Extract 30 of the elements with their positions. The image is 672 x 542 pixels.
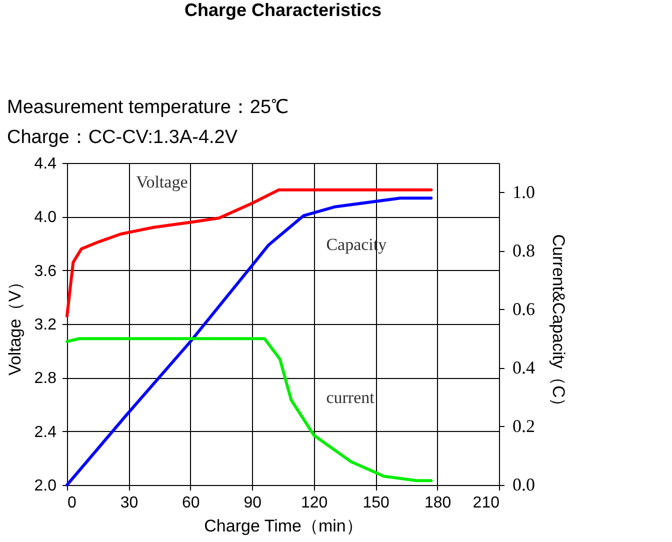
annotation: Voltage [136,172,188,192]
y-tick-label: 3.2 [34,316,57,334]
y2-tick-label: 1.0 [512,182,535,202]
y-tick-label: 2.0 [34,478,57,494]
y-tick-label: 2.8 [34,370,57,388]
y-tick-label: 4.4 [34,156,57,172]
x-tick-label: 90 [244,494,262,512]
x-tick-label: 150 [362,494,390,512]
x-tick-label: 180 [424,494,452,512]
chart-subtitle: Measurement temperature：25℃ Charge：CC-CV:1.3A-4.2V [7,97,290,148]
annotation: current [326,388,375,408]
y2-tick-label: 0.2 [512,416,535,436]
x-tick-label: 120 [301,494,328,512]
x-tick-label: 60 [182,494,200,512]
y-axis-title: Voltage（V） [5,273,24,376]
y2-tick-label: 0.6 [512,298,535,319]
x-axis-title: Charge Time（min） [204,516,363,536]
y2-tick-label: 0.0 [512,474,535,494]
y-tick-label: 4.0 [34,209,57,226]
x-tick-label: 30 [120,494,138,512]
x-tick-label: 210 [472,494,500,512]
chart-title: Charge Characteristics [184,0,382,20]
x-tick-label: 0 [68,494,76,512]
y2-tick-label: 0.8 [512,240,535,260]
y-tick-label: 2.4 [34,424,57,441]
line-series [66,196,433,486]
y2-axis-title: Current&Capacity（C） [549,234,568,415]
y2-tick-label: 0.4 [512,357,535,378]
line-series [66,337,433,482]
y-tick-label: 3.6 [34,262,57,280]
